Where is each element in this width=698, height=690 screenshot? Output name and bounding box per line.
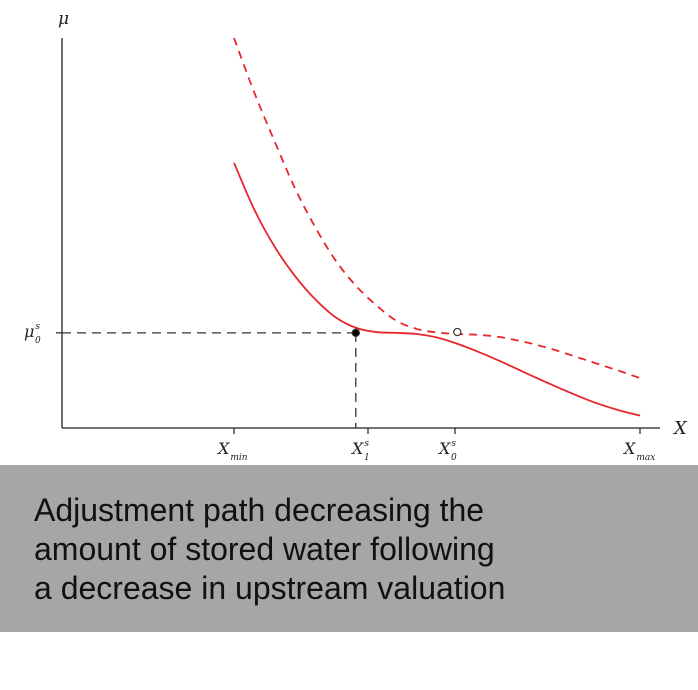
caption-line-3: a decrease in upstream valuation — [34, 570, 506, 606]
reference-lines — [62, 332, 357, 428]
chart-svg: μ X Xmin Xs 1 Xs 0 Xmax μs 0 — [24, 9, 688, 463]
y-tick-label: μs 0 — [24, 322, 41, 346]
x-axis-label: X — [672, 418, 688, 439]
data-point-filled — [351, 328, 360, 338]
x-tick-label: Xmin — [216, 439, 248, 463]
caption-banner: Adjustment path decreasing the amount of… — [0, 465, 698, 632]
data-point-hollow — [453, 327, 462, 337]
series-layer — [233, 37, 641, 417]
series-line-dashed — [233, 37, 641, 379]
x-tick-label: Xs 0 — [437, 439, 457, 463]
point-layer — [351, 327, 462, 338]
tick-layer: Xmin Xs 1 Xs 0 Xmax μs 0 — [24, 322, 655, 463]
y-axis-label: μ — [58, 9, 69, 29]
caption-line-2: amount of stored water following — [34, 531, 495, 567]
footer-strip — [0, 632, 698, 690]
x-tick-label: Xmax — [622, 439, 655, 463]
chart-area: μ X Xmin Xs 1 Xs 0 Xmax μs 0 — [24, 9, 688, 463]
x-tick-label: Xs 1 — [350, 439, 370, 463]
caption-line-1: Adjustment path decreasing the — [34, 492, 485, 528]
series-line-solid — [233, 162, 641, 417]
